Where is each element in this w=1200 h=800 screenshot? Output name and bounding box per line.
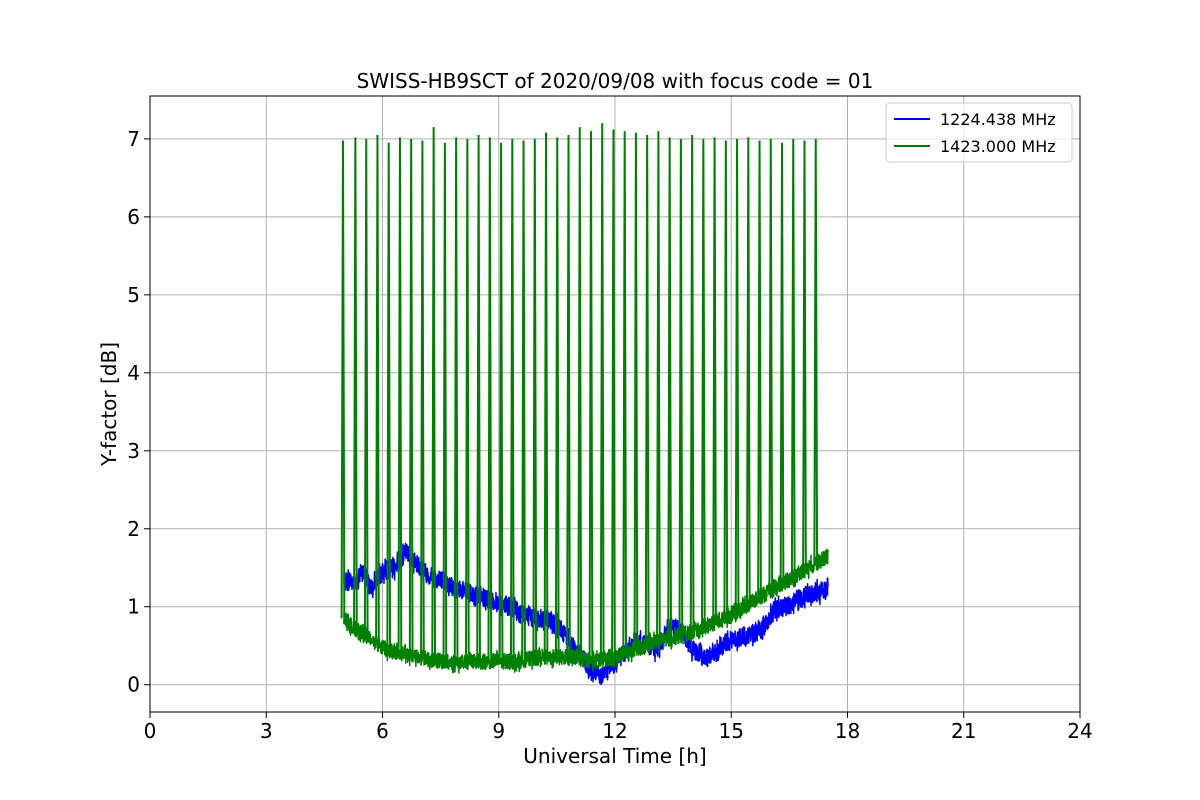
series-2-spike [521,140,526,661]
plot-area [340,123,829,686]
series-2-spike [543,132,549,658]
series-2-spike [611,129,616,658]
series-2-spike [476,134,481,662]
series-2-spike [566,134,571,658]
x-tick-label: 3 [260,719,273,743]
x-tick-label: 18 [835,719,860,743]
series-2-spike [790,138,796,578]
y-axis-label: Y-factor [dB] [97,342,121,467]
x-tick-label: 0 [144,719,157,743]
y-tick-label: 7 [127,127,140,151]
series-2-spike [375,134,380,644]
series-2-spike [745,137,751,605]
series-2-spike [340,140,346,619]
x-axis-ticks: 0 3 6 9 12 15 18 21 24 [144,712,1093,743]
series-2-spike [487,137,493,662]
series-2-spike [757,140,762,598]
series-2-spike [498,142,504,662]
series-2-spike [353,137,358,629]
series-2-spike [734,138,740,612]
x-tick-label: 9 [492,719,505,743]
series-2-spike [723,140,729,618]
series-2-spike [420,140,425,658]
series-2-spike [712,137,717,623]
series-2-spike [532,138,538,658]
series-2-spike [431,127,437,660]
series-2-spike [779,142,785,584]
series-2-spike [813,138,819,564]
y-tick-label: 0 [127,673,140,697]
chart-title: SWISS-HB9SCT of 2020/09/08 with focus co… [357,69,874,93]
x-tick-label: 21 [951,719,976,743]
series-2-spike [397,137,403,654]
series-2-spike [599,123,605,660]
x-axis-label: Universal Time [h] [523,744,706,768]
series-2-spike [465,138,470,663]
series-2-spike [442,142,448,662]
legend: 1224.438 MHz 1423.000 MHz [885,102,1073,163]
y-tick-label: 6 [127,205,140,229]
x-tick-label: 12 [602,719,627,743]
legend-box [885,102,1073,163]
series-2-spike [408,138,414,656]
series-2-spike [577,127,583,659]
y-axis-ticks: 0 1 2 3 4 5 6 7 [127,127,150,697]
series-2-spike [689,134,695,632]
series-2-spike [768,138,774,591]
legend-label-series-1: 1224.438 MHz [940,110,1056,129]
series-2-spike [509,138,515,662]
y-tick-label: 5 [127,283,140,307]
series-2-spike [656,131,661,641]
series-2-spike [363,138,369,637]
y-tick-label: 2 [127,517,140,541]
y-tick-label: 1 [127,595,140,619]
series-2-spike [667,137,672,639]
legend-label-series-2: 1423.000 MHz [940,137,1056,156]
series-2-spike [622,131,628,654]
series-2-spike [453,137,459,663]
y-tick-label: 3 [127,439,140,463]
series-2-spike [802,140,807,571]
series-2-spike [633,132,639,650]
x-tick-label: 15 [719,719,744,743]
x-tick-label: 6 [376,719,389,743]
series-2-spike [386,142,392,651]
series-2-spike [700,138,706,628]
x-tick-label: 24 [1067,719,1092,743]
series-2-spike [554,137,560,658]
y-tick-label: 4 [127,361,140,385]
series-2-spike [678,138,684,636]
series-2-spike [588,131,594,661]
series-2-spike [644,134,650,645]
